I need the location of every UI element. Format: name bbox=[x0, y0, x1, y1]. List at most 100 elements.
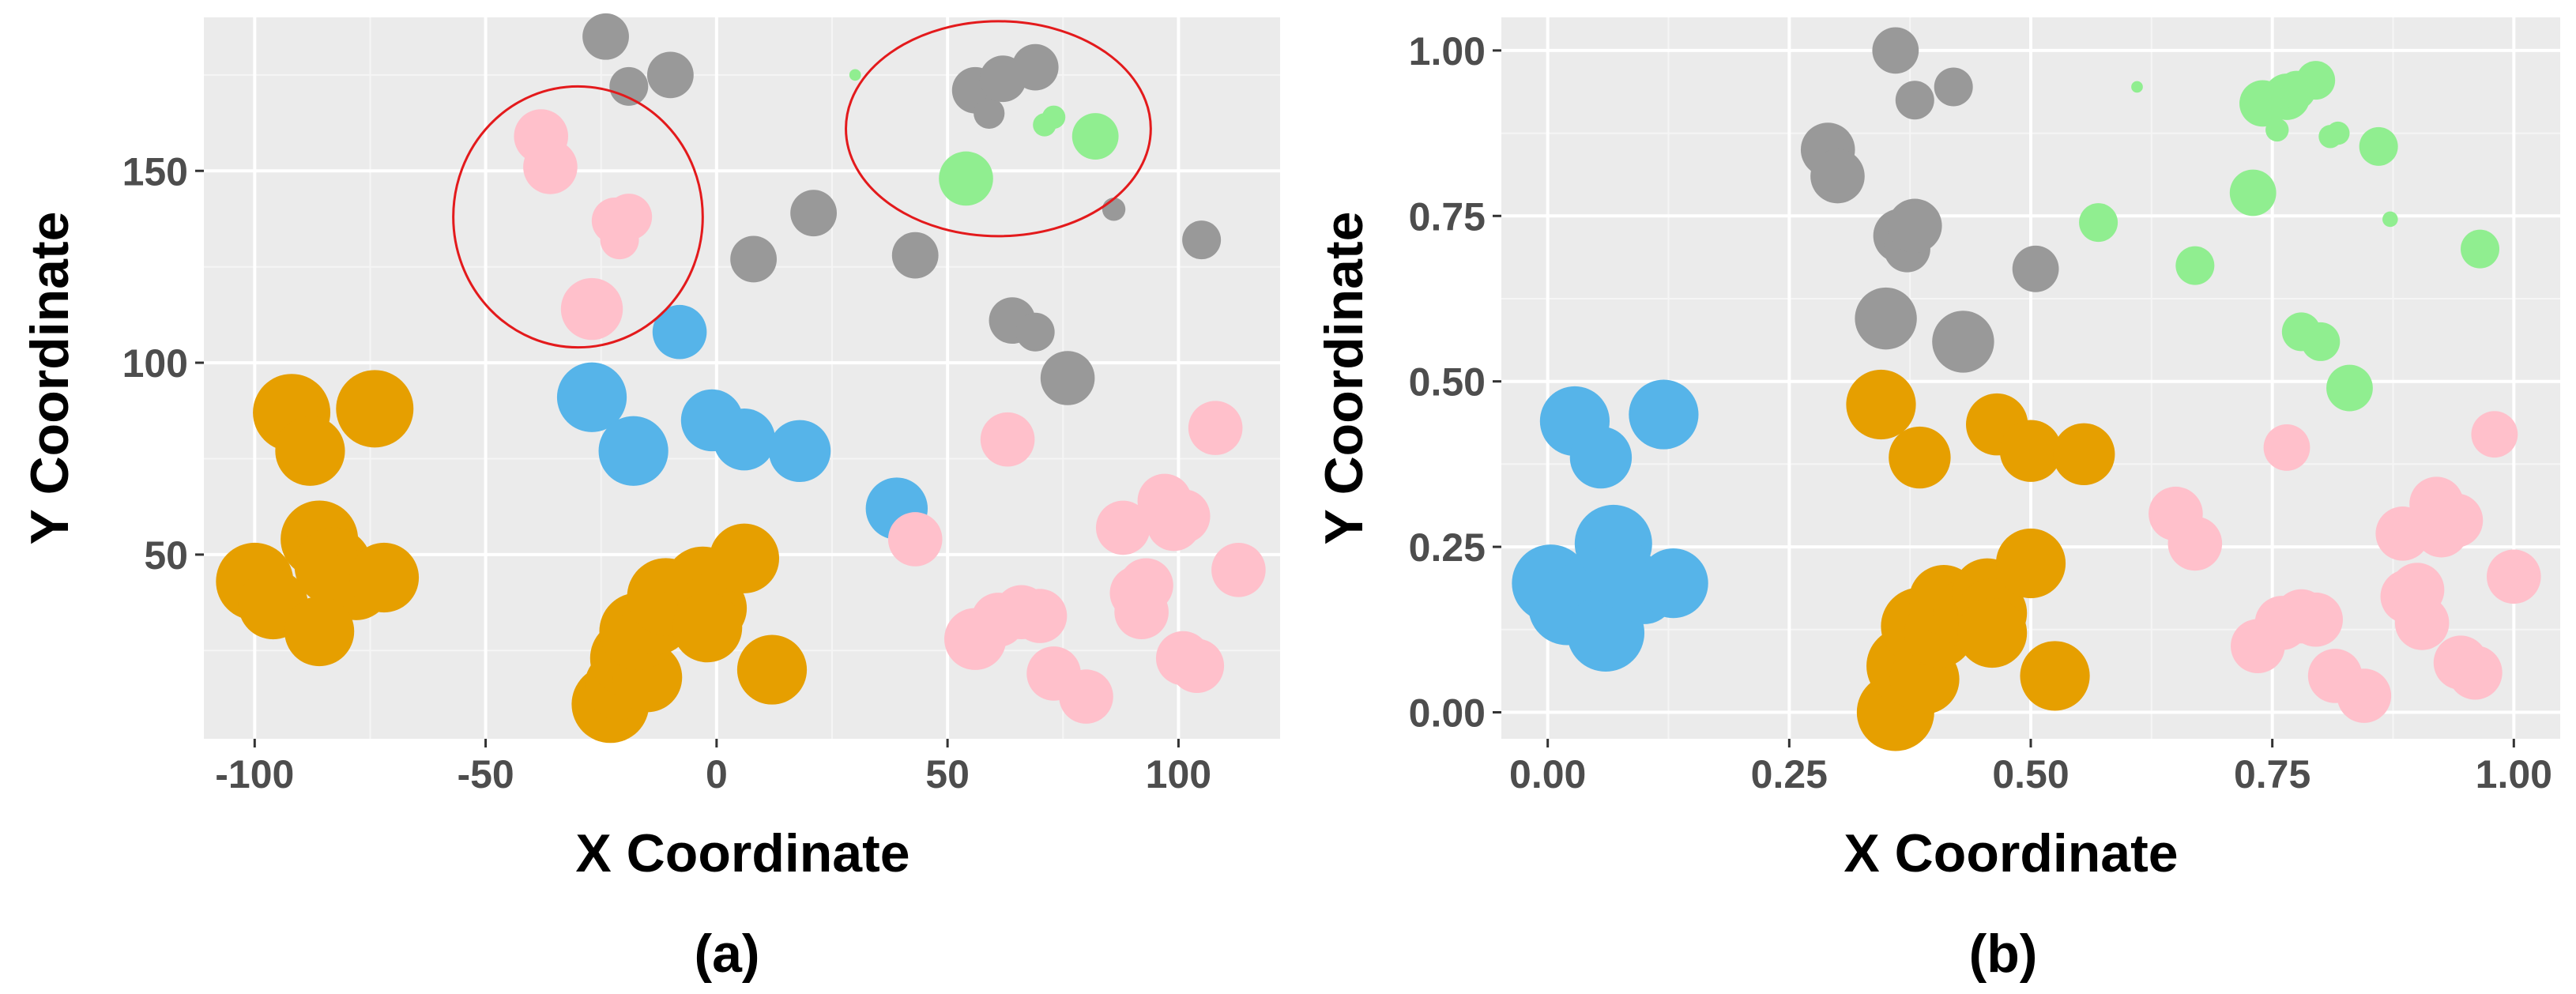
data-point-green bbox=[2296, 61, 2336, 100]
data-point-gray bbox=[1182, 220, 1222, 260]
data-point-gray bbox=[974, 97, 1005, 130]
data-point-pink bbox=[2337, 668, 2392, 723]
data-point-orange bbox=[1889, 426, 1951, 489]
x-tick-label: 0.75 bbox=[2234, 752, 2310, 796]
data-point-orange bbox=[1846, 369, 1916, 440]
data-point-green bbox=[2079, 203, 2118, 243]
y-axis-title: Y Coordinate bbox=[1314, 212, 1374, 545]
data-point-gray bbox=[1015, 312, 1055, 352]
y-tick-label: 0.25 bbox=[1409, 525, 1486, 570]
highlight-ellipse bbox=[845, 20, 1152, 238]
data-point-pink bbox=[523, 140, 578, 194]
data-point-orange bbox=[336, 370, 414, 448]
panel-caption: (a) bbox=[694, 924, 759, 984]
data-point-green bbox=[2175, 246, 2215, 285]
data-point-green bbox=[1041, 105, 1066, 129]
panel-caption: (b) bbox=[1969, 924, 2038, 984]
data-point-pink bbox=[1155, 489, 1211, 544]
x-tick-label: 0.50 bbox=[1992, 752, 2069, 796]
x-tick-label: 1.00 bbox=[2476, 752, 2552, 796]
data-point-blue bbox=[1569, 426, 1633, 489]
data-point-pink bbox=[1211, 543, 1266, 597]
data-point-pink bbox=[2471, 411, 2518, 458]
data-point-orange bbox=[709, 523, 780, 593]
data-point-blue bbox=[598, 416, 668, 486]
data-point-pink bbox=[887, 512, 943, 567]
data-point-gray bbox=[1040, 351, 1095, 405]
data-point-green bbox=[2359, 126, 2398, 166]
data-point-green bbox=[939, 151, 993, 206]
data-point-gray bbox=[1887, 198, 1942, 254]
data-point-gray bbox=[1102, 198, 1126, 221]
data-point-green bbox=[849, 69, 861, 81]
data-point-green bbox=[2382, 211, 2398, 228]
data-point-green bbox=[2229, 169, 2277, 216]
data-point-gray bbox=[730, 235, 778, 283]
data-point-orange bbox=[1956, 597, 2028, 668]
data-point-orange bbox=[2053, 423, 2115, 486]
data-point-orange bbox=[348, 542, 420, 613]
data-point-gray bbox=[1934, 67, 1973, 107]
y-tick-label: 50 bbox=[144, 533, 188, 578]
data-point-gray bbox=[1872, 27, 1919, 74]
x-tick-label: 0 bbox=[706, 752, 728, 796]
data-point-green bbox=[2326, 121, 2350, 145]
data-point-gray bbox=[609, 66, 649, 106]
data-point-pink bbox=[2288, 592, 2343, 647]
data-point-orange bbox=[1995, 528, 2066, 599]
data-point-pink bbox=[2428, 493, 2484, 548]
data-point-pink bbox=[1095, 500, 1151, 555]
y-axis-title: Y Coordinate bbox=[20, 212, 80, 545]
x-tick-label: 0.00 bbox=[1509, 752, 1586, 796]
data-point-pink bbox=[2394, 596, 2450, 650]
data-point-pink bbox=[560, 277, 623, 341]
data-point-blue bbox=[556, 362, 627, 432]
data-point-green bbox=[2131, 81, 2143, 93]
data-point-pink bbox=[1012, 589, 1068, 643]
data-point-gray bbox=[1810, 149, 1865, 204]
data-point-orange bbox=[2020, 641, 2090, 711]
x-axis-title: X Coordinate bbox=[575, 823, 910, 883]
data-point-pink bbox=[980, 412, 1035, 467]
data-point-pink bbox=[1059, 669, 1113, 724]
data-point-orange bbox=[672, 593, 743, 663]
data-point-orange bbox=[736, 634, 808, 705]
data-point-green bbox=[2326, 364, 2373, 412]
data-point-gray bbox=[1932, 311, 1994, 373]
data-point-pink bbox=[1114, 585, 1169, 640]
data-point-pink bbox=[2167, 516, 2223, 571]
y-tick-label: 0.00 bbox=[1409, 691, 1486, 735]
data-point-blue bbox=[652, 304, 707, 360]
data-point-gray bbox=[646, 51, 694, 99]
x-tick-label: -100 bbox=[215, 752, 294, 796]
data-point-green bbox=[2461, 229, 2500, 269]
data-point-blue bbox=[1629, 379, 1699, 450]
y-tick-label: 1.00 bbox=[1409, 29, 1486, 73]
data-point-orange bbox=[284, 596, 355, 667]
data-point-blue bbox=[713, 409, 776, 471]
x-tick-label: 50 bbox=[925, 752, 970, 796]
data-point-gray bbox=[891, 232, 939, 279]
data-point-gray bbox=[582, 13, 629, 60]
x-tick-label: 0.25 bbox=[1751, 752, 1828, 796]
data-point-gray bbox=[1011, 43, 1059, 91]
data-point-blue bbox=[1638, 548, 1708, 619]
data-point-green bbox=[1071, 113, 1119, 160]
x-tick-label: -50 bbox=[457, 752, 514, 796]
y-tick-label: 100 bbox=[122, 341, 188, 386]
data-point-gray bbox=[1895, 81, 1934, 120]
data-point-pink bbox=[1188, 401, 1243, 455]
data-point-pink bbox=[2448, 645, 2503, 700]
data-point-gray bbox=[790, 190, 838, 237]
y-tick-label: 0.75 bbox=[1409, 194, 1486, 239]
data-point-orange bbox=[275, 416, 345, 486]
data-point-gray bbox=[1855, 287, 1917, 350]
x-tick-label: 100 bbox=[1146, 752, 1211, 796]
data-point-green bbox=[2265, 118, 2289, 142]
panel-b: 0.00 0.25 0.50 0.75 1.00 0.00 0.25 0.50 0.75 1.00… bbox=[1314, 17, 2560, 984]
data-point-gray bbox=[2012, 245, 2059, 292]
data-point-pink bbox=[1169, 638, 1225, 694]
data-point-orange bbox=[1999, 420, 2062, 482]
y-tick-label: 0.50 bbox=[1409, 360, 1486, 405]
